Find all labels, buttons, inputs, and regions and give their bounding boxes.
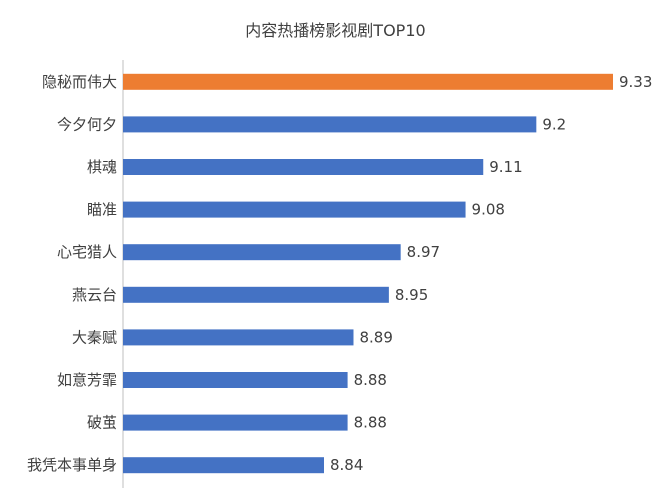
bar [123, 159, 484, 175]
category-label: 今夕何夕 [57, 115, 117, 133]
value-label: 8.88 [354, 371, 387, 389]
category-label: 大秦赋 [72, 328, 117, 346]
bar [123, 73, 613, 90]
category-label: 我凭本事单身 [27, 456, 117, 474]
category-label: 燕云台 [72, 286, 117, 304]
category-label: 如意芳霏 [57, 371, 117, 389]
bar [123, 329, 354, 346]
chart-title: 内容热播榜影视剧TOP10 [245, 21, 426, 40]
value-label: 9.08 [472, 201, 505, 219]
bar [123, 286, 389, 303]
value-label: 8.89 [359, 328, 392, 346]
bar [123, 201, 466, 218]
value-label: 9.2 [542, 115, 566, 133]
value-label: 8.88 [354, 414, 387, 432]
value-label: 8.95 [395, 286, 428, 304]
category-label: 瞄准 [87, 201, 117, 219]
bar [123, 244, 401, 261]
value-label: 9.11 [489, 158, 522, 176]
bar [123, 116, 537, 133]
bar [123, 372, 348, 388]
category-label: 棋魂 [87, 158, 117, 176]
value-label: 9.33 [619, 73, 652, 91]
value-label: 8.84 [330, 456, 363, 474]
category-label: 隐秘而伟大 [42, 73, 117, 91]
bar [123, 414, 348, 431]
value-label: 8.97 [407, 243, 440, 261]
category-label: 心宅猎人 [57, 243, 117, 261]
category-label: 破茧 [87, 414, 117, 432]
bar [123, 457, 324, 474]
